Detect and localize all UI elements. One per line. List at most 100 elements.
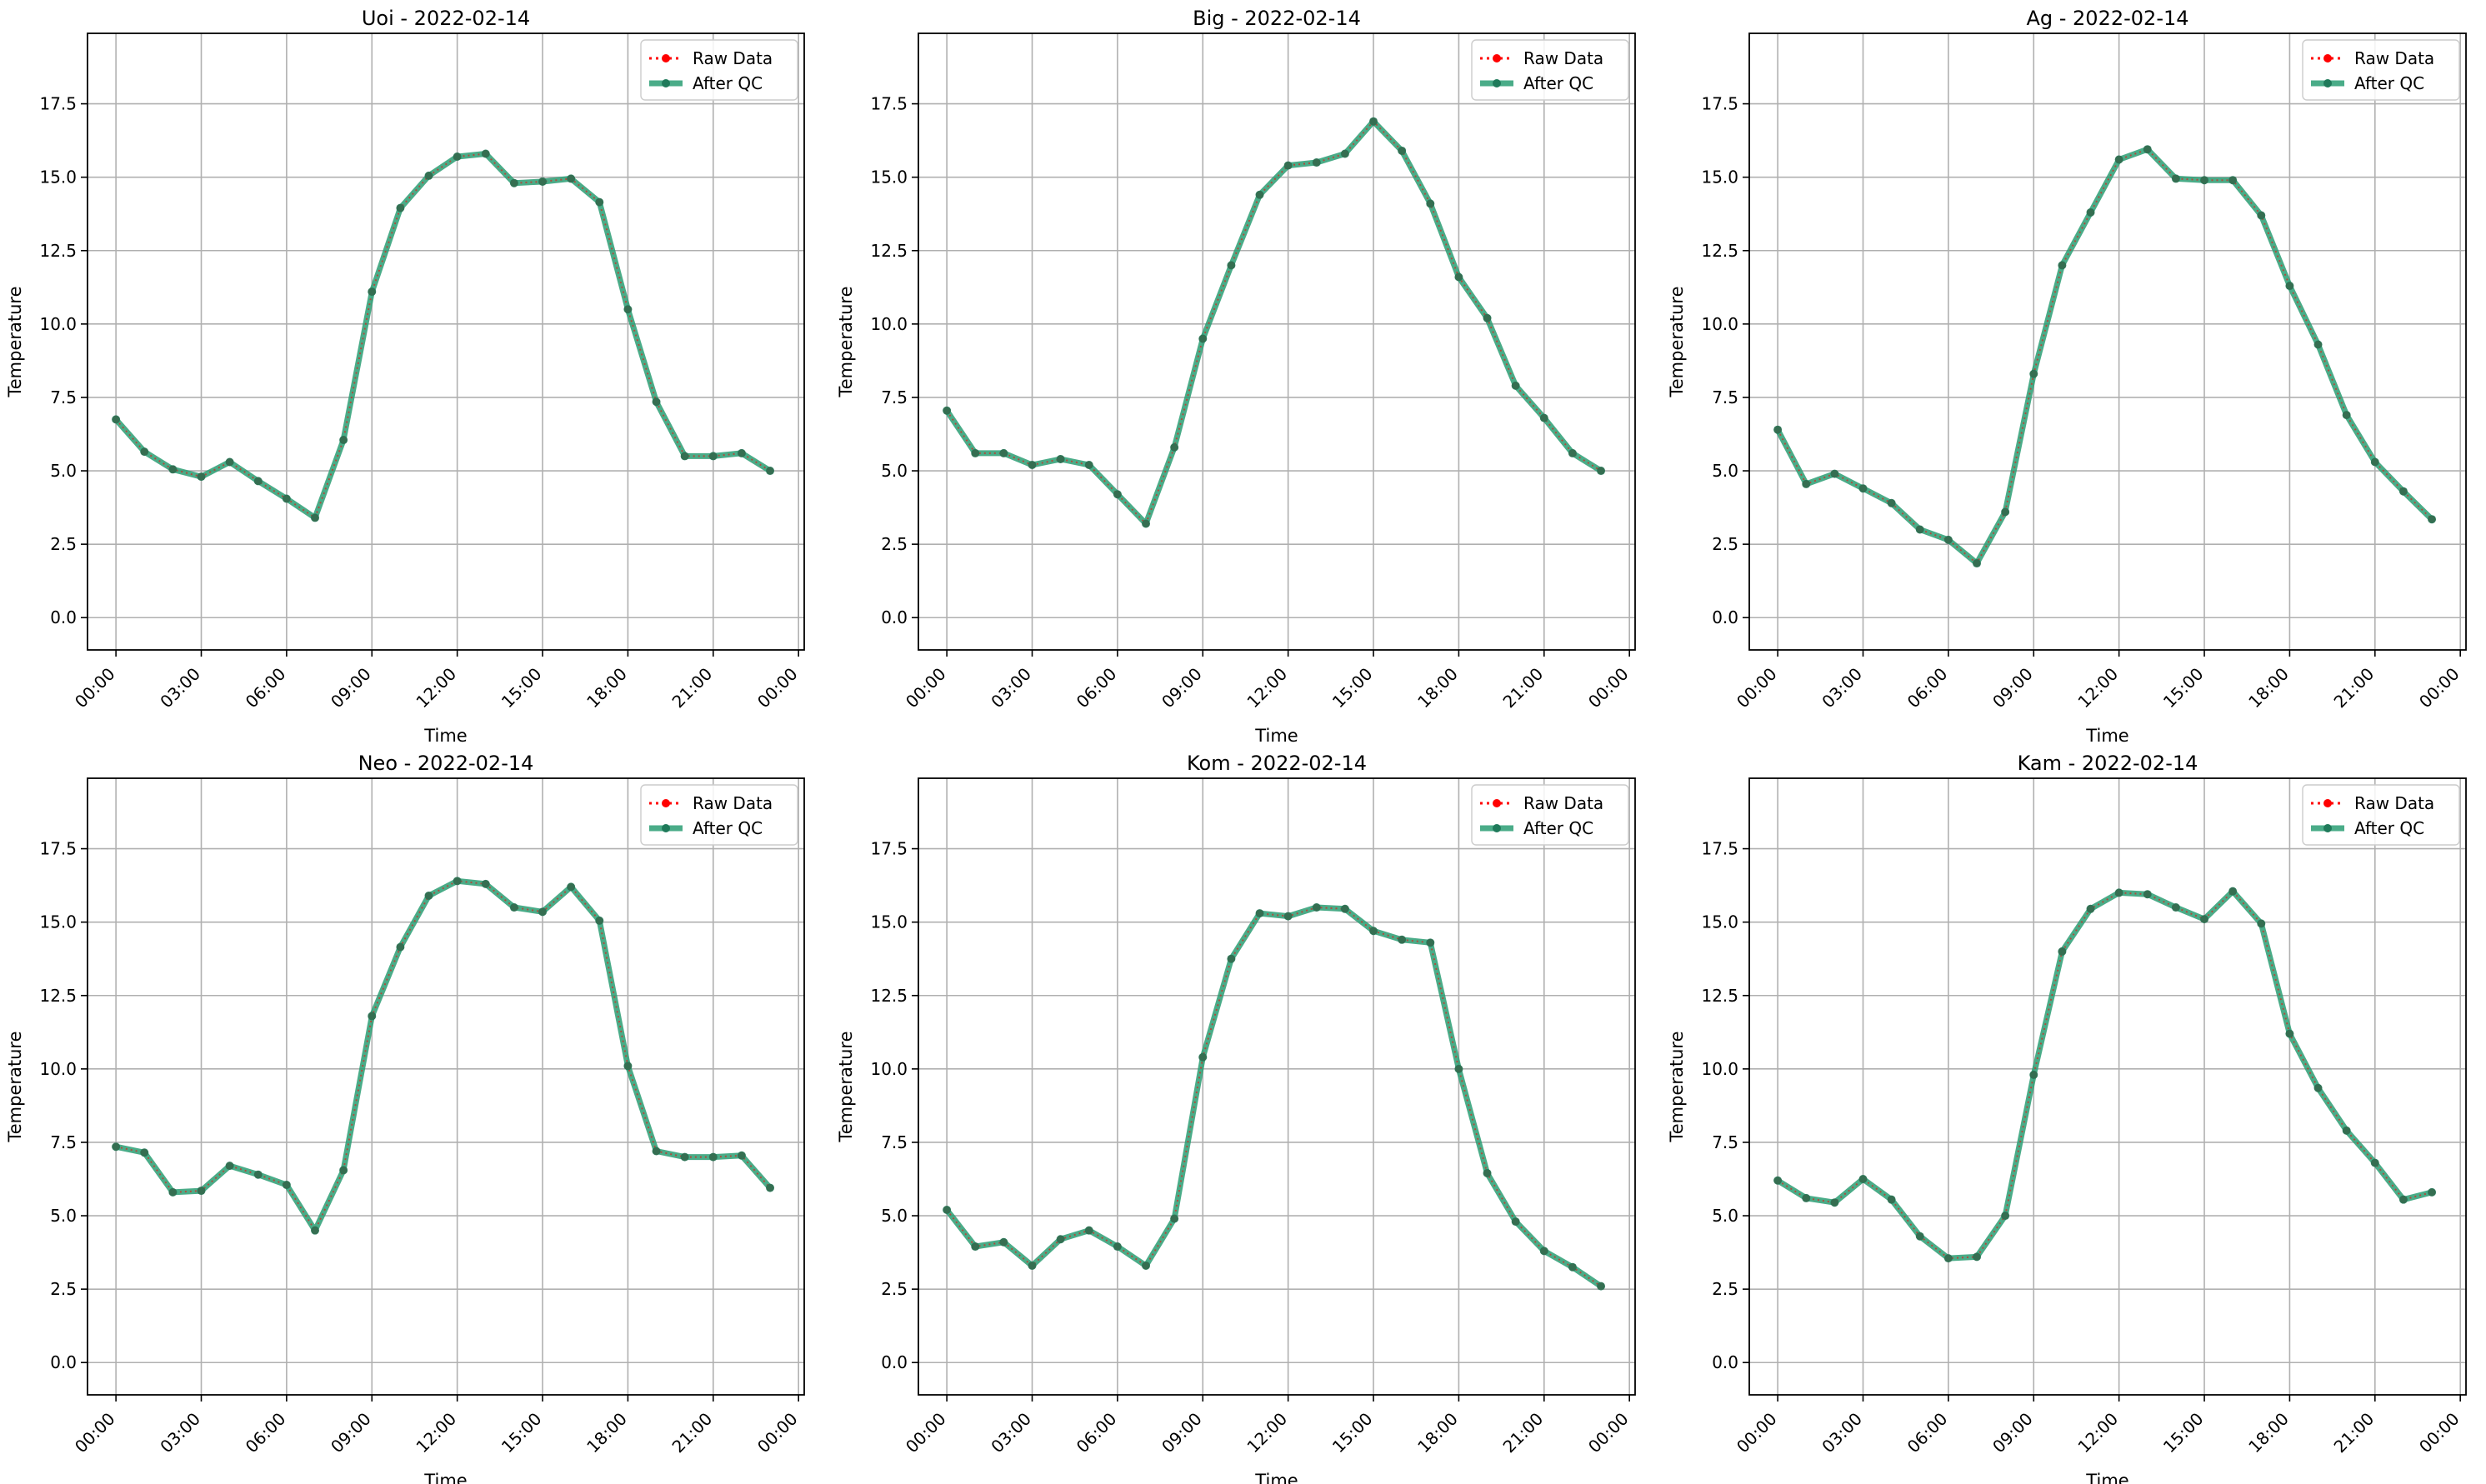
legend-marker-after-qc	[2323, 824, 2332, 832]
x-tick-label: 12:00	[2073, 1409, 2122, 1457]
data-point-after-qc	[567, 174, 576, 183]
data-point-after-qc	[595, 197, 604, 207]
y-tick-label: 7.5	[1712, 387, 1738, 407]
series-line-after-qc	[113, 151, 772, 521]
data-point-after-qc	[680, 452, 689, 461]
data-point-after-qc	[1255, 190, 1264, 199]
data-point-after-qc	[1227, 954, 1236, 963]
y-axis-label: Temperature	[836, 1031, 856, 1142]
axes-frame	[1748, 32, 2467, 651]
data-point-after-qc	[1283, 912, 1293, 921]
x-tick-label: 15:00	[498, 664, 546, 712]
x-tick-label: 21:00	[668, 1409, 717, 1457]
legend-label-after-qc: After QC	[1523, 818, 1593, 838]
data-point-after-qc	[1398, 146, 1407, 155]
data-point-after-qc	[140, 1148, 149, 1157]
legend-label-raw-data: Raw Data	[1523, 793, 1603, 813]
y-tick-label: 15.0	[1701, 912, 1738, 932]
data-point-after-qc	[1511, 381, 1520, 390]
data-point-after-qc	[2370, 457, 2379, 467]
y-tick-label: 15.0	[39, 912, 77, 932]
x-tick-label: 15:00	[2159, 664, 2208, 712]
data-point-after-qc	[1198, 334, 1208, 343]
legend-label-raw-data: Raw Data	[693, 793, 773, 813]
data-point-after-qc	[2228, 176, 2238, 185]
x-tick-label: 06:00	[1903, 1409, 1952, 1457]
data-point-after-qc	[311, 513, 320, 522]
y-tick-label: 15.0	[39, 167, 77, 187]
data-point-after-qc	[2370, 1158, 2379, 1167]
y-tick-label: 10.0	[39, 314, 77, 334]
series-line-after-qc	[115, 877, 773, 1234]
x-tick-label: 06:00	[242, 664, 290, 712]
data-point-after-qc	[2001, 507, 2010, 517]
y-tick-label: 2.5	[50, 534, 77, 554]
legend-label-after-qc: After QC	[1523, 73, 1593, 93]
data-point-after-qc	[1113, 490, 1122, 499]
data-point-after-qc	[652, 1147, 661, 1156]
x-tick-label: 12:00	[412, 664, 460, 712]
x-axis-label: Time	[2085, 726, 2128, 746]
x-tick-label: 09:00	[1158, 664, 1206, 712]
data-point-after-qc	[509, 178, 518, 187]
data-point-after-qc	[253, 477, 263, 486]
data-point-after-qc	[1056, 454, 1065, 463]
x-tick-label: 18:00	[583, 1409, 631, 1457]
data-point-after-qc	[1340, 149, 1349, 158]
x-tick-label: 09:00	[327, 664, 375, 712]
data-point-after-qc	[1802, 479, 1811, 488]
data-point-after-qc	[2285, 282, 2294, 291]
data-point-after-qc	[2086, 904, 2095, 913]
x-tick-label: 15:00	[2159, 1409, 2208, 1457]
subplot-1: 00:00 03:00 06:00 09:00 12:00 15:00 18:00 21:00…	[836, 7, 1636, 746]
y-tick-label: 17.5	[870, 94, 908, 114]
chart-title: Ag - 2022-02-14	[2026, 7, 2188, 30]
x-tick-label: 00:00	[1584, 1409, 1633, 1457]
x-tick-label: 15:00	[498, 1409, 546, 1457]
y-tick-label: 17.5	[1701, 839, 1738, 859]
data-point-after-qc	[1858, 484, 1868, 493]
data-point-after-qc	[2342, 411, 2351, 420]
data-point-after-qc	[1113, 1242, 1122, 1252]
y-axis-label: Temperature	[5, 1031, 25, 1142]
x-tick-label: 21:00	[2330, 664, 2378, 712]
legend-marker-after-qc	[662, 824, 670, 832]
x-tick-label: 00:00	[753, 664, 802, 712]
data-point-after-qc	[1198, 1052, 1208, 1062]
data-point-after-qc	[1312, 903, 1321, 912]
y-tick-label: 5.0	[50, 1206, 77, 1226]
chart-title: Kam - 2022-02-14	[2018, 752, 2198, 775]
data-point-after-qc	[1283, 161, 1293, 170]
y-tick-label: 5.0	[1712, 1206, 1738, 1226]
data-point-after-qc	[2285, 1029, 2294, 1038]
data-point-after-qc	[1084, 461, 1093, 469]
data-point-after-qc	[2398, 487, 2408, 496]
y-tick-label: 10.0	[870, 314, 908, 334]
data-point-after-qc	[368, 287, 377, 297]
x-tick-label: 03:00	[156, 1409, 204, 1457]
data-point-after-qc	[623, 305, 633, 314]
data-point-after-qc	[112, 415, 121, 424]
data-point-after-qc	[1483, 1168, 1492, 1177]
y-axis-label: Temperature	[1667, 1031, 1687, 1142]
data-point-after-qc	[1539, 1247, 1548, 1256]
legend-marker-raw-data	[662, 54, 670, 62]
x-tick-label: 09:00	[1988, 664, 2037, 712]
x-tick-label: 00:00	[902, 1409, 950, 1457]
data-point-after-qc	[453, 152, 462, 161]
data-point-after-qc	[1597, 1282, 1606, 1291]
axes-frame	[87, 32, 805, 651]
subplot-4: 00:00 03:00 06:00 09:00 12:00 15:00 18:00 21:00…	[836, 752, 1636, 1484]
data-point-after-qc	[2200, 915, 2209, 924]
y-tick-label: 10.0	[1701, 314, 1738, 334]
data-point-after-qc	[1915, 1232, 1924, 1241]
y-tick-label: 12.5	[870, 986, 908, 1006]
legend: Raw Data After QC	[640, 784, 798, 846]
data-point-after-qc	[1887, 498, 1896, 507]
data-point-after-qc	[2257, 211, 2266, 220]
data-point-after-qc	[396, 203, 405, 212]
x-tick-label: 18:00	[583, 664, 631, 712]
data-point-after-qc	[737, 448, 746, 457]
data-point-after-qc	[999, 1237, 1008, 1247]
data-point-after-qc	[1973, 559, 1982, 568]
